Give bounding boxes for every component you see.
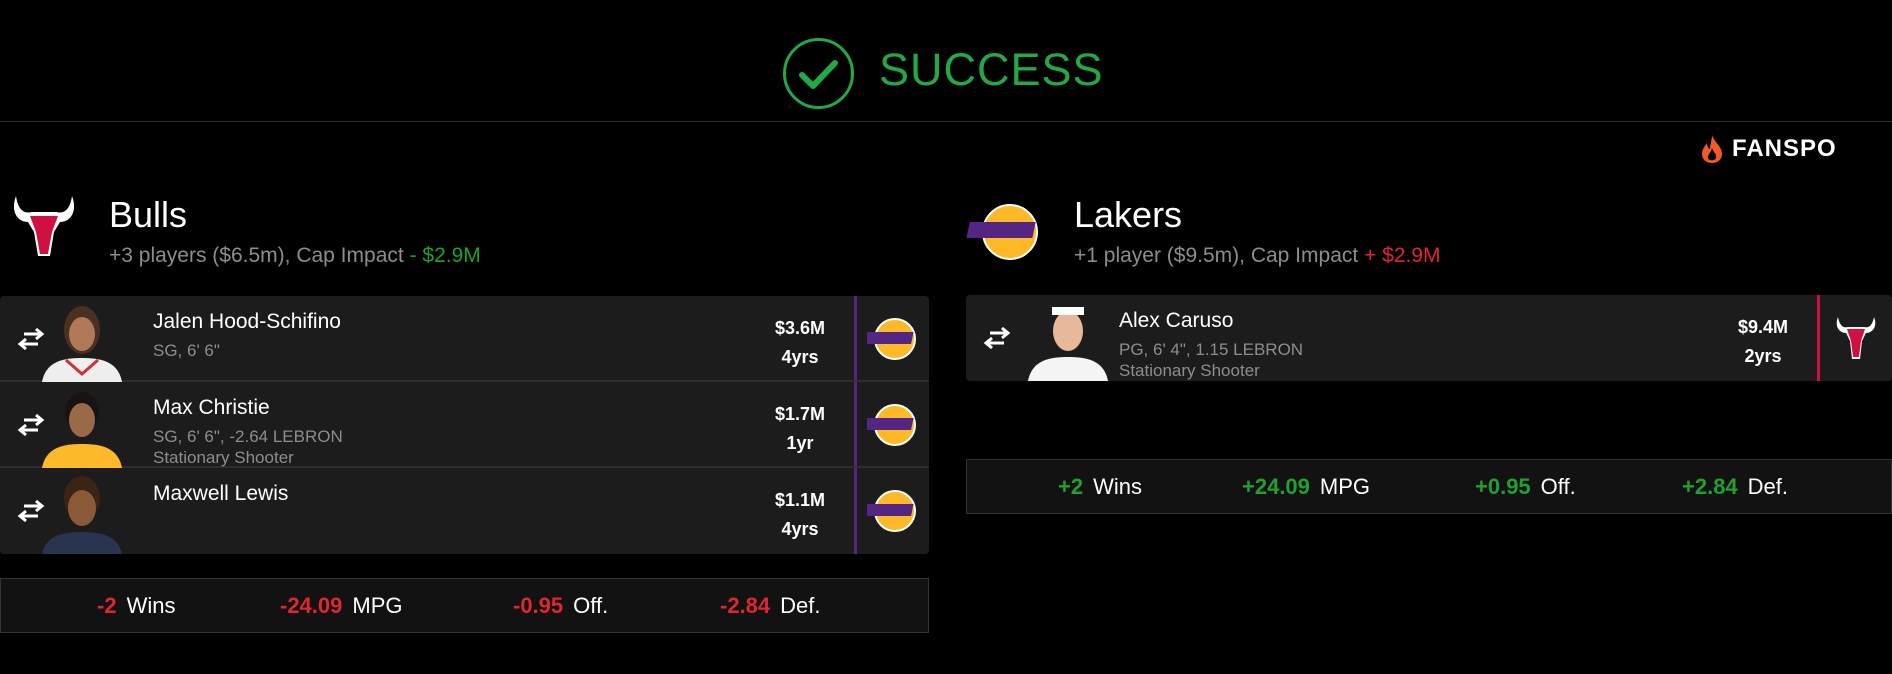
player-name[interactable]: Maxwell Lewis xyxy=(153,482,289,505)
check-circle-icon xyxy=(783,38,854,109)
incoming-players-card: Jalen Hood-Schifino SG, 6' 6" $3.6M 4yrs … xyxy=(0,296,929,554)
contract: $1.1M 4yrs xyxy=(775,486,825,544)
stat-off: -0.95 Off. xyxy=(513,593,608,619)
divider xyxy=(0,121,1892,122)
status-title: SUCCESS xyxy=(879,44,1104,95)
lakers-logo-icon xyxy=(966,204,1038,260)
lakers-logo-icon xyxy=(867,404,916,446)
salary: $1.1M xyxy=(774,490,825,510)
swap-icon[interactable] xyxy=(982,325,1012,351)
team-name: Bulls xyxy=(109,194,188,235)
stat-label: Wins xyxy=(126,593,176,618)
player-row[interactable]: Jalen Hood-Schifino SG, 6' 6" $3.6M 4yrs xyxy=(0,296,929,382)
incoming-players-card: Alex Caruso PG, 6' 4", 1.15 LEBRON Statio… xyxy=(966,295,1892,381)
impact-stats: -2 Wins -24.09 MPG -0.95 Off. -2.84 Def. xyxy=(0,578,929,633)
player-row[interactable]: Max Christie SG, 6' 6", -2.64 LEBRON Stat… xyxy=(0,382,929,468)
stat-mpg: -24.09 MPG xyxy=(280,593,403,619)
player-role: Stationary Shooter xyxy=(1119,361,1260,380)
player-position: PG, 6' 4", 1.15 LEBRON xyxy=(1119,340,1304,359)
player-photo xyxy=(42,306,122,382)
stat-label: Wins xyxy=(1093,474,1142,499)
player-photo xyxy=(42,392,122,468)
stat-label: Off. xyxy=(1540,474,1576,499)
stat-label: Def. xyxy=(780,593,821,618)
cap-impact: + $2.9M xyxy=(1364,244,1441,267)
stat-value: -2 xyxy=(97,593,117,618)
player-name[interactable]: Max Christie xyxy=(153,396,270,419)
stat-value: +2 xyxy=(1058,474,1084,499)
team-color-bar xyxy=(854,296,857,380)
years: 4yrs xyxy=(781,347,819,367)
stat-value: -2.84 xyxy=(720,593,771,618)
player-row[interactable]: Alex Caruso PG, 6' 4", 1.15 LEBRON Statio… xyxy=(966,295,1892,381)
stat-off: +0.95 Off. xyxy=(1475,474,1576,500)
years: 2yrs xyxy=(1744,346,1782,366)
stat-value: +24.09 xyxy=(1242,474,1310,499)
stat-wins: -2 Wins xyxy=(97,593,175,619)
bulls-logo-icon xyxy=(1836,317,1876,359)
team-summary: +1 player ($9.5m), Cap Impact + $2.9M xyxy=(1074,244,1441,268)
player-row[interactable]: Maxwell Lewis $1.1M 4yrs xyxy=(0,468,929,554)
team-summary: +3 players ($6.5m), Cap Impact - $2.9M xyxy=(109,244,481,268)
stat-value: -24.09 xyxy=(280,593,343,618)
stat-label: Off. xyxy=(573,593,609,618)
swap-icon[interactable] xyxy=(16,326,46,352)
lakers-logo-icon xyxy=(867,318,916,360)
cap-impact: - $2.9M xyxy=(409,244,481,267)
contract: $1.7M 1yr xyxy=(775,400,825,458)
team-color-bar xyxy=(854,382,857,466)
player-position: SG, 6' 6" xyxy=(153,341,220,360)
impact-stats: +2 Wins +24.09 MPG +0.95 Off. +2.84 Def. xyxy=(966,459,1892,514)
stat-label: Def. xyxy=(1747,474,1789,499)
stat-mpg: +24.09 MPG xyxy=(1242,474,1370,500)
years: 1yr xyxy=(786,433,814,453)
salary: $3.6M xyxy=(774,318,825,338)
lakers-logo-icon xyxy=(867,490,916,532)
summary-text: +1 player ($9.5m), Cap Impact xyxy=(1074,244,1359,267)
contract: $3.6M 4yrs xyxy=(775,314,825,372)
stat-value: +2.84 xyxy=(1682,474,1738,499)
flame-icon xyxy=(1702,135,1722,163)
stat-value: -0.95 xyxy=(513,593,564,618)
player-role: Stationary Shooter xyxy=(153,448,294,467)
team-name: Lakers xyxy=(1074,194,1183,235)
stat-label: MPG xyxy=(352,593,403,618)
player-info: SG, 6' 6", -2.64 LEBRON Stationary Shoote… xyxy=(153,426,343,468)
player-name[interactable]: Alex Caruso xyxy=(1119,309,1234,332)
summary-text: +3 players ($6.5m), Cap Impact xyxy=(109,244,404,267)
swap-icon[interactable] xyxy=(16,412,46,438)
player-info: SG, 6' 6" xyxy=(153,340,220,361)
fanspo-logo: FANSPO xyxy=(1700,134,1837,164)
player-photo xyxy=(42,476,122,554)
contract: $9.4M 2yrs xyxy=(1738,313,1788,371)
salary: $1.7M xyxy=(774,404,825,424)
stat-def: -2.84 Def. xyxy=(720,593,821,619)
team-color-bar xyxy=(1817,295,1820,381)
stat-wins: +2 Wins xyxy=(1058,474,1142,500)
years: 4yrs xyxy=(781,519,819,539)
player-name[interactable]: Jalen Hood-Schifino xyxy=(153,310,341,333)
stat-def: +2.84 Def. xyxy=(1682,474,1788,500)
player-position: SG, 6' 6", -2.64 LEBRON xyxy=(153,427,343,446)
stat-value: +0.95 xyxy=(1475,474,1531,499)
player-photo xyxy=(1028,307,1108,381)
player-info: PG, 6' 4", 1.15 LEBRON Stationary Shooter xyxy=(1119,339,1303,381)
stat-label: MPG xyxy=(1319,474,1371,499)
team-color-bar xyxy=(854,468,857,554)
salary: $9.4M xyxy=(1737,317,1788,337)
swap-icon[interactable] xyxy=(16,498,46,524)
bulls-logo-icon xyxy=(13,196,75,256)
brand-name: FANSPO xyxy=(1732,135,1837,162)
